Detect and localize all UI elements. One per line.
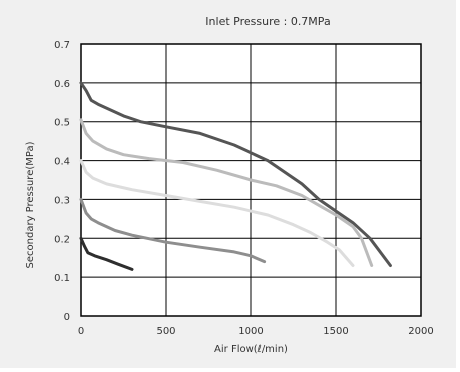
y-tick-label: 0 [64,312,70,323]
series-line-5 [79,236,134,271]
x-tick-label: 1000 [238,326,263,337]
x-tick-label: 1500 [323,326,348,337]
x-tick-label: 2000 [408,326,433,337]
x-tick-label: 500 [156,326,175,337]
y-axis-label: Secondary Pressure(MPa) [25,141,36,268]
y-tick-label: 0.5 [54,118,70,129]
x-tick-label: 0 [78,326,84,337]
series-layer [79,81,392,271]
series-line-3 [79,159,355,267]
series-line-2 [79,118,374,267]
y-tick-label: 0.4 [54,157,70,168]
y-tick-label: 0.3 [54,195,70,206]
y-tick-label: 0.2 [54,234,70,245]
y-tick-label: 0.6 [54,79,70,90]
y-tick-label: 0.1 [54,273,70,284]
x-tick-labels: 0 500 1000 1500 2000 [78,326,434,337]
x-axis-label: Air Flow(ℓ/min) [214,344,288,355]
chart-title: Inlet Pressure : 0.7MPa [205,15,330,28]
series-line-4 [79,197,267,264]
grid [81,44,421,316]
y-tick-label: 0.7 [54,40,70,51]
series-line-1 [79,81,392,267]
y-tick-labels: 0 0.1 0.2 0.3 0.4 0.5 0.6 0.7 [54,40,70,323]
